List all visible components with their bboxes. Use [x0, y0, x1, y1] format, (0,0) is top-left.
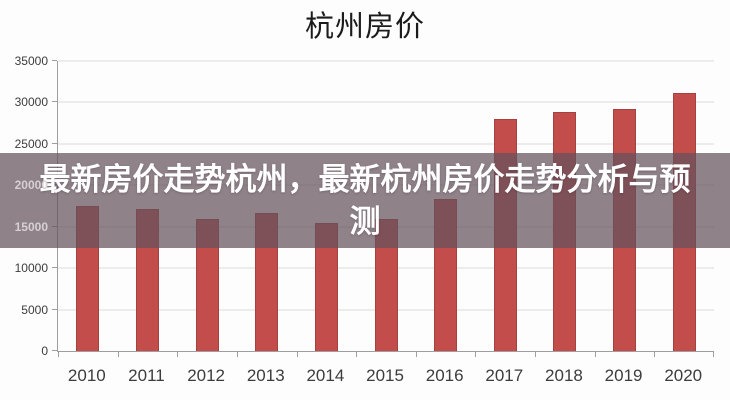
- overlay-banner-line2: 测: [349, 203, 381, 239]
- y-tick-label: 15000: [14, 219, 48, 234]
- y-tick-label: 35000: [14, 54, 48, 68]
- gridline: [58, 60, 714, 62]
- x-axis-tick: [236, 352, 238, 357]
- x-tick-label: 2017: [485, 366, 524, 385]
- y-axis-tick: [52, 101, 57, 103]
- x-axis-ticks: [58, 61, 714, 357]
- y-tick-label: 10000: [14, 261, 48, 276]
- x-tick-label: 2018: [545, 366, 583, 385]
- gridline: [58, 143, 714, 145]
- x-axis-tick: [356, 352, 358, 357]
- y-axis-tick: [52, 60, 57, 61]
- x-axis-tick: [594, 352, 596, 357]
- y-axis-tick: [52, 350, 57, 351]
- x-tick-label: 2011: [128, 366, 165, 385]
- y-tick-label: 20000: [14, 178, 48, 193]
- x-axis-tick: [654, 352, 656, 357]
- x-tick-label: 2020: [664, 366, 703, 385]
- x-axis-tick: [58, 352, 59, 357]
- gridline: [58, 101, 714, 103]
- y-axis-tick: [52, 142, 57, 144]
- y-tick-label: 0: [41, 344, 48, 358]
- x-tick-label: 2010: [67, 366, 106, 385]
- y-tick-label: 5000: [21, 302, 48, 317]
- x-tick-label: 2019: [604, 366, 643, 385]
- x-tick-label: 2014: [306, 366, 345, 385]
- overlay-banner: 最新房价走势杭州，最新杭州房价走势分析与预 测: [0, 153, 730, 248]
- x-axis-tick: [296, 352, 298, 357]
- x-tick-label: 2013: [246, 366, 285, 385]
- y-axis-labels: 0 5000 10000 15000 20000 25000 30000 35000: [0, 55, 48, 357]
- y-tick-label: 25000: [14, 136, 48, 151]
- x-axis-tick: [177, 352, 179, 357]
- x-tick-label: 2012: [187, 366, 226, 385]
- x-tick-label: 2016: [425, 366, 464, 385]
- y-axis-tick: [52, 308, 57, 310]
- x-axis-tick: [535, 352, 537, 357]
- chart-title: 杭州房价: [304, 11, 425, 43]
- overlay-banner-line1: 最新房价走势杭州，最新杭州房价走势分析与预: [39, 161, 691, 197]
- x-axis-tick: [713, 352, 714, 357]
- x-axis-tick: [475, 352, 477, 357]
- x-tick-label: 2015: [366, 366, 404, 385]
- x-axis-labels: 2010 2011 2012 2013 2014 2015 2016 2017 2018 2019…: [57, 364, 713, 390]
- x-axis-tick: [117, 352, 119, 357]
- x-axis-tick: [415, 352, 417, 357]
- y-tick-label: 30000: [14, 95, 48, 110]
- y-axis-tick: [52, 267, 57, 269]
